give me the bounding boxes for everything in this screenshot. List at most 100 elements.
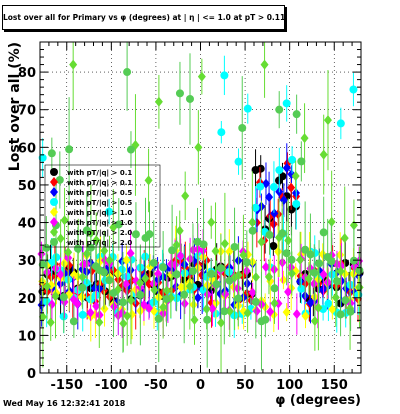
data-point — [159, 302, 168, 313]
legend-marker — [50, 217, 58, 227]
data-point — [73, 244, 82, 253]
legend-marker — [50, 227, 58, 237]
x-tick-label: 0 — [196, 378, 205, 393]
data-point — [114, 220, 123, 229]
data-point — [126, 295, 135, 306]
data-point — [300, 133, 309, 144]
data-point — [180, 269, 189, 278]
data-point — [150, 285, 159, 296]
legend-label: with pT/|q| > 1.0 — [67, 219, 132, 228]
data-point — [251, 297, 260, 306]
data-point — [145, 230, 154, 239]
data-point — [180, 290, 189, 299]
data-point — [306, 250, 315, 259]
data-point — [269, 242, 278, 251]
data-point — [180, 298, 189, 309]
data-point — [92, 235, 101, 246]
data-point — [176, 250, 185, 261]
y-tick-label: 80 — [18, 66, 36, 81]
data-point — [59, 293, 68, 302]
data-point — [185, 281, 194, 292]
data-point — [189, 299, 198, 310]
data-point — [175, 89, 184, 98]
y-tick-label: 60 — [18, 141, 36, 156]
data-point — [149, 258, 158, 267]
data-point — [275, 166, 284, 175]
data-point — [301, 245, 310, 254]
data-point — [275, 105, 284, 114]
data-point — [90, 283, 99, 294]
data-point — [144, 303, 153, 314]
data-point — [340, 233, 349, 244]
data-point — [234, 294, 243, 303]
data-point — [284, 286, 293, 297]
data-point — [202, 304, 211, 315]
y-tick-label: 0 — [27, 367, 36, 382]
data-point — [327, 257, 336, 266]
x-axis-label: φ (degrees) — [275, 393, 361, 408]
data-point — [193, 292, 202, 303]
data-point — [86, 307, 95, 318]
data-point — [336, 266, 345, 277]
data-point — [256, 182, 265, 191]
x-tick-label: 100 — [276, 378, 303, 393]
data-point — [100, 303, 109, 314]
legend-box — [44, 164, 161, 248]
data-point — [324, 299, 333, 308]
data-point — [239, 250, 248, 261]
data-point — [69, 317, 78, 326]
data-point — [310, 315, 319, 326]
data-point — [188, 267, 197, 276]
data-point — [56, 269, 65, 280]
data-point — [220, 307, 229, 316]
data-point — [327, 216, 336, 227]
legend-marker — [50, 168, 58, 176]
x-tick-label: 150 — [321, 378, 348, 393]
data-point — [336, 249, 345, 260]
data-point — [291, 171, 300, 182]
data-point — [257, 236, 266, 247]
data-point — [69, 59, 78, 70]
data-point — [199, 240, 208, 249]
data-point — [123, 310, 132, 321]
data-point — [270, 284, 279, 293]
data-point — [168, 246, 177, 255]
data-point — [122, 255, 131, 266]
x-tick-label: -100 — [95, 378, 128, 393]
data-point — [301, 311, 310, 322]
legend-label: with pT/|q| > 0.1 — [67, 179, 132, 188]
data-point — [181, 281, 190, 292]
legend-marker — [50, 238, 58, 246]
data-point — [220, 238, 229, 249]
data-point — [99, 268, 108, 277]
data-point — [207, 269, 216, 278]
data-point — [252, 306, 261, 317]
data-point — [144, 175, 153, 186]
data-point — [47, 299, 56, 310]
legend-label: with pT/|q| > 1.0 — [67, 209, 132, 218]
data-point — [346, 307, 355, 316]
legend-marker — [50, 198, 58, 206]
data-point — [332, 277, 341, 286]
data-point — [211, 246, 220, 257]
data-point — [292, 110, 301, 119]
y-axis-label: Lost over all (%) — [7, 42, 23, 171]
y-tick-label: 20 — [18, 292, 36, 307]
data-point — [220, 71, 229, 80]
legend-marker — [50, 187, 58, 197]
data-point — [46, 317, 55, 328]
data-point — [78, 283, 87, 292]
legend-label: with pT/|q| > 0.1 — [67, 169, 132, 178]
axes: -150 -100 -50 0 50 100 150 0 10 20 30 40 50 60 70 80 φ (… — [7, 41, 362, 408]
data-point — [282, 99, 291, 108]
data-point — [287, 255, 296, 264]
data-point — [296, 254, 305, 265]
data-point — [278, 172, 287, 181]
data-point — [328, 270, 337, 279]
data-point — [82, 226, 91, 235]
data-point — [60, 215, 69, 226]
data-point — [122, 272, 131, 281]
data-point — [95, 317, 104, 328]
data-point — [37, 248, 46, 259]
